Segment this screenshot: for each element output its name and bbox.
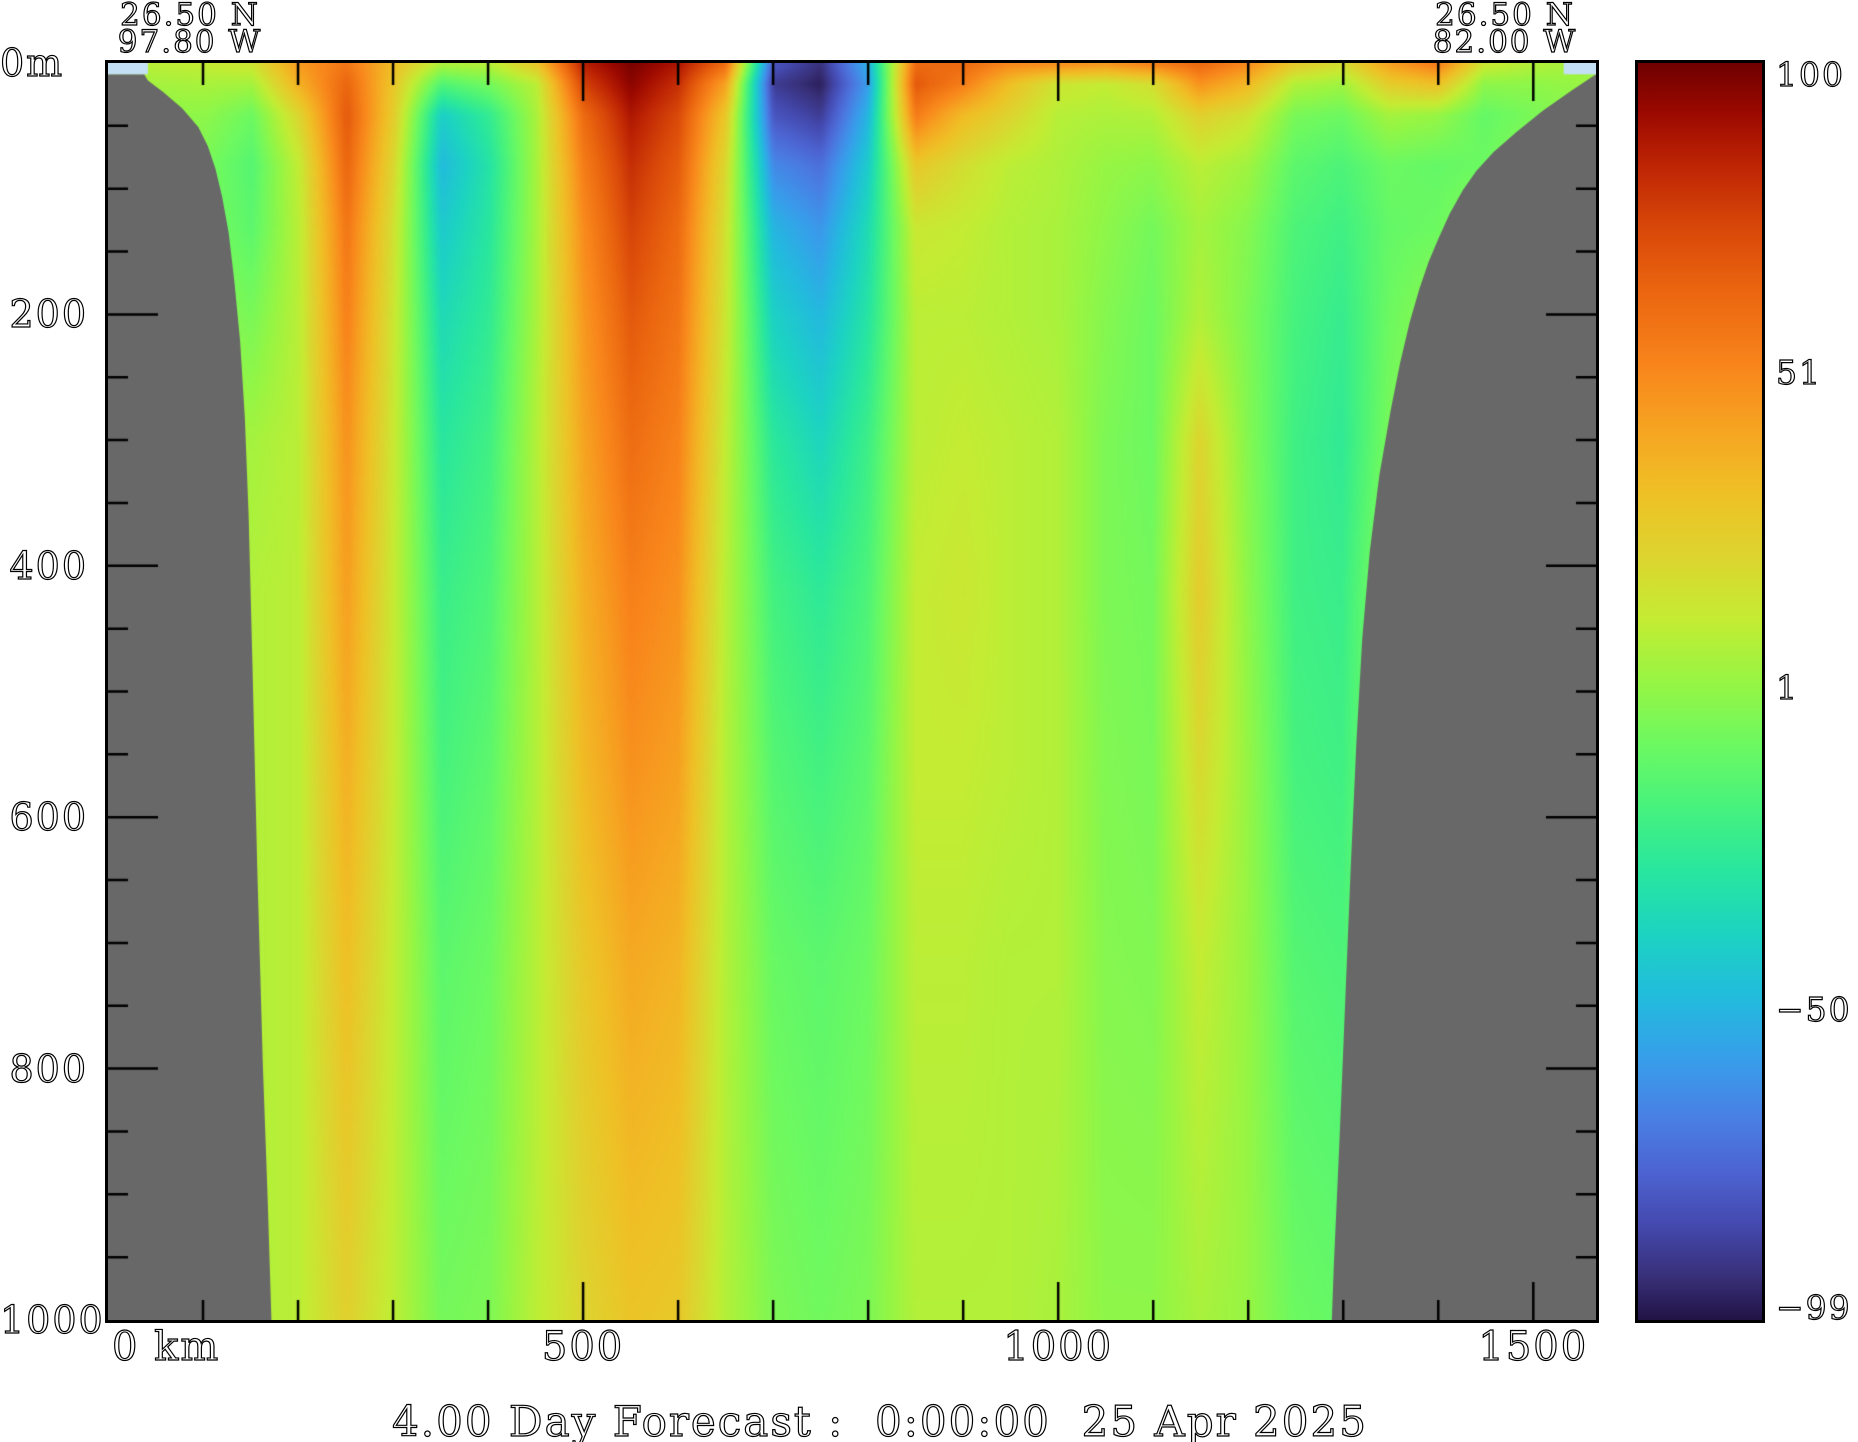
colorbar-tick-label--50: −50 (1775, 990, 1852, 1030)
colorbar-tick-label-1: 1 (1775, 668, 1799, 708)
start-latitude-label: 26.50 N (120, 0, 260, 33)
distance-tick-label-1500: 1500 (1478, 1324, 1589, 1370)
colorbar-tick-label--99: −99 (1775, 1287, 1852, 1327)
depth-tick-label-1000: 1000 (0, 1298, 105, 1342)
transect-start-coordinates: 26.50 N 97.80 W (30, 0, 350, 60)
transect-end-coordinates: 26.50 N 82.00 W (1345, 0, 1665, 60)
section-heatmap-canvas (108, 63, 1596, 1320)
distance-tick-label-500: 500 (541, 1324, 625, 1370)
end-latitude-label: 26.50 N (1435, 0, 1575, 33)
distance-tick-label-1000: 1000 (1003, 1324, 1114, 1370)
colorbar-gradient (1638, 63, 1762, 1320)
depth-axis-surface-label: 0m (0, 41, 65, 85)
depth-tick-label-800: 800 (9, 1046, 88, 1091)
section-plot-area (105, 60, 1599, 1323)
depth-tick-label-200: 200 (9, 292, 88, 337)
figure-caption: 4.00 Day Forecast : 0:00:00 25 Apr 2025 (391, 1397, 1368, 1442)
colorbar (1635, 60, 1765, 1323)
end-longitude-label: 82.00 W (1432, 24, 1578, 60)
depth-tick-label-600: 600 (9, 795, 88, 840)
depth-tick-label-400: 400 (9, 543, 88, 588)
colorbar-tick-label-100: 100 (1775, 54, 1845, 94)
colorbar-tick-label-51: 51 (1775, 352, 1822, 392)
start-longitude-label: 97.80 W (117, 24, 263, 60)
distance-tick-label-0: 0 km (111, 1324, 221, 1370)
